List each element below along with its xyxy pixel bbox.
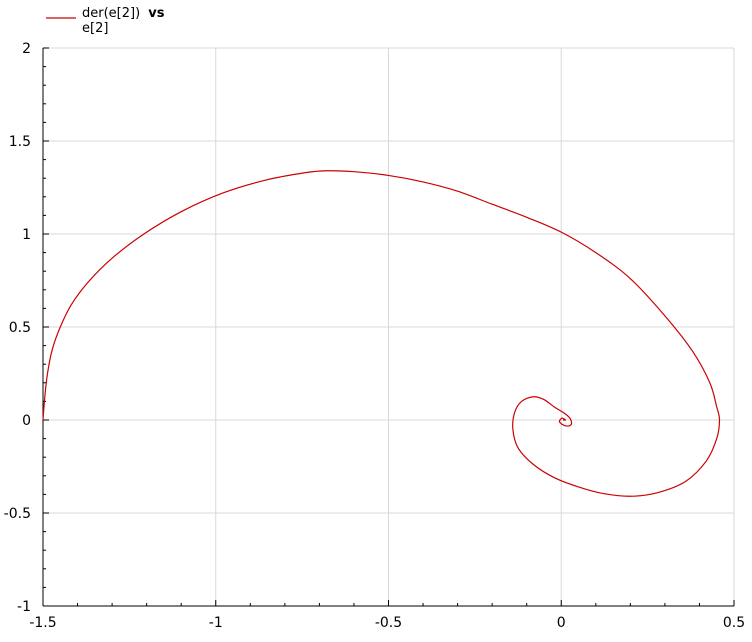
tick-labels: -1.5 -1 -0.5 0 0.5-1-0.500.511.52 <box>4 41 745 631</box>
grid <box>42 47 735 607</box>
series-layer <box>42 170 721 497</box>
y-tick-label: 0.5 <box>9 320 31 336</box>
y-tick-label: 1 <box>22 227 31 243</box>
y-tick-label: 0 <box>22 413 31 429</box>
x-tick-label: 0 <box>557 615 566 631</box>
y-tick-label: 2 <box>22 41 31 57</box>
series-line-der-e2-vs-e2 <box>42 170 721 497</box>
x-tick-label: -1.5 <box>29 615 56 631</box>
legend-label-vs: vs <box>148 6 164 21</box>
y-tick-label: -1 <box>17 599 31 615</box>
y-tick-label: 1.5 <box>9 134 31 150</box>
x-tick-label: -0.5 <box>375 615 402 631</box>
legend-label-main: der(e[2]) <box>82 6 140 21</box>
legend-label-line2: e[2] <box>82 21 108 36</box>
x-tick-label: 0.5 <box>723 615 745 631</box>
axes <box>42 47 735 607</box>
x-tick-label: -1 <box>209 615 223 631</box>
legend-label-line1: der(e[2]) vs <box>82 6 165 21</box>
legend: der(e[2]) vs e[2] <box>46 6 165 36</box>
y-tick-label: -0.5 <box>4 506 31 522</box>
